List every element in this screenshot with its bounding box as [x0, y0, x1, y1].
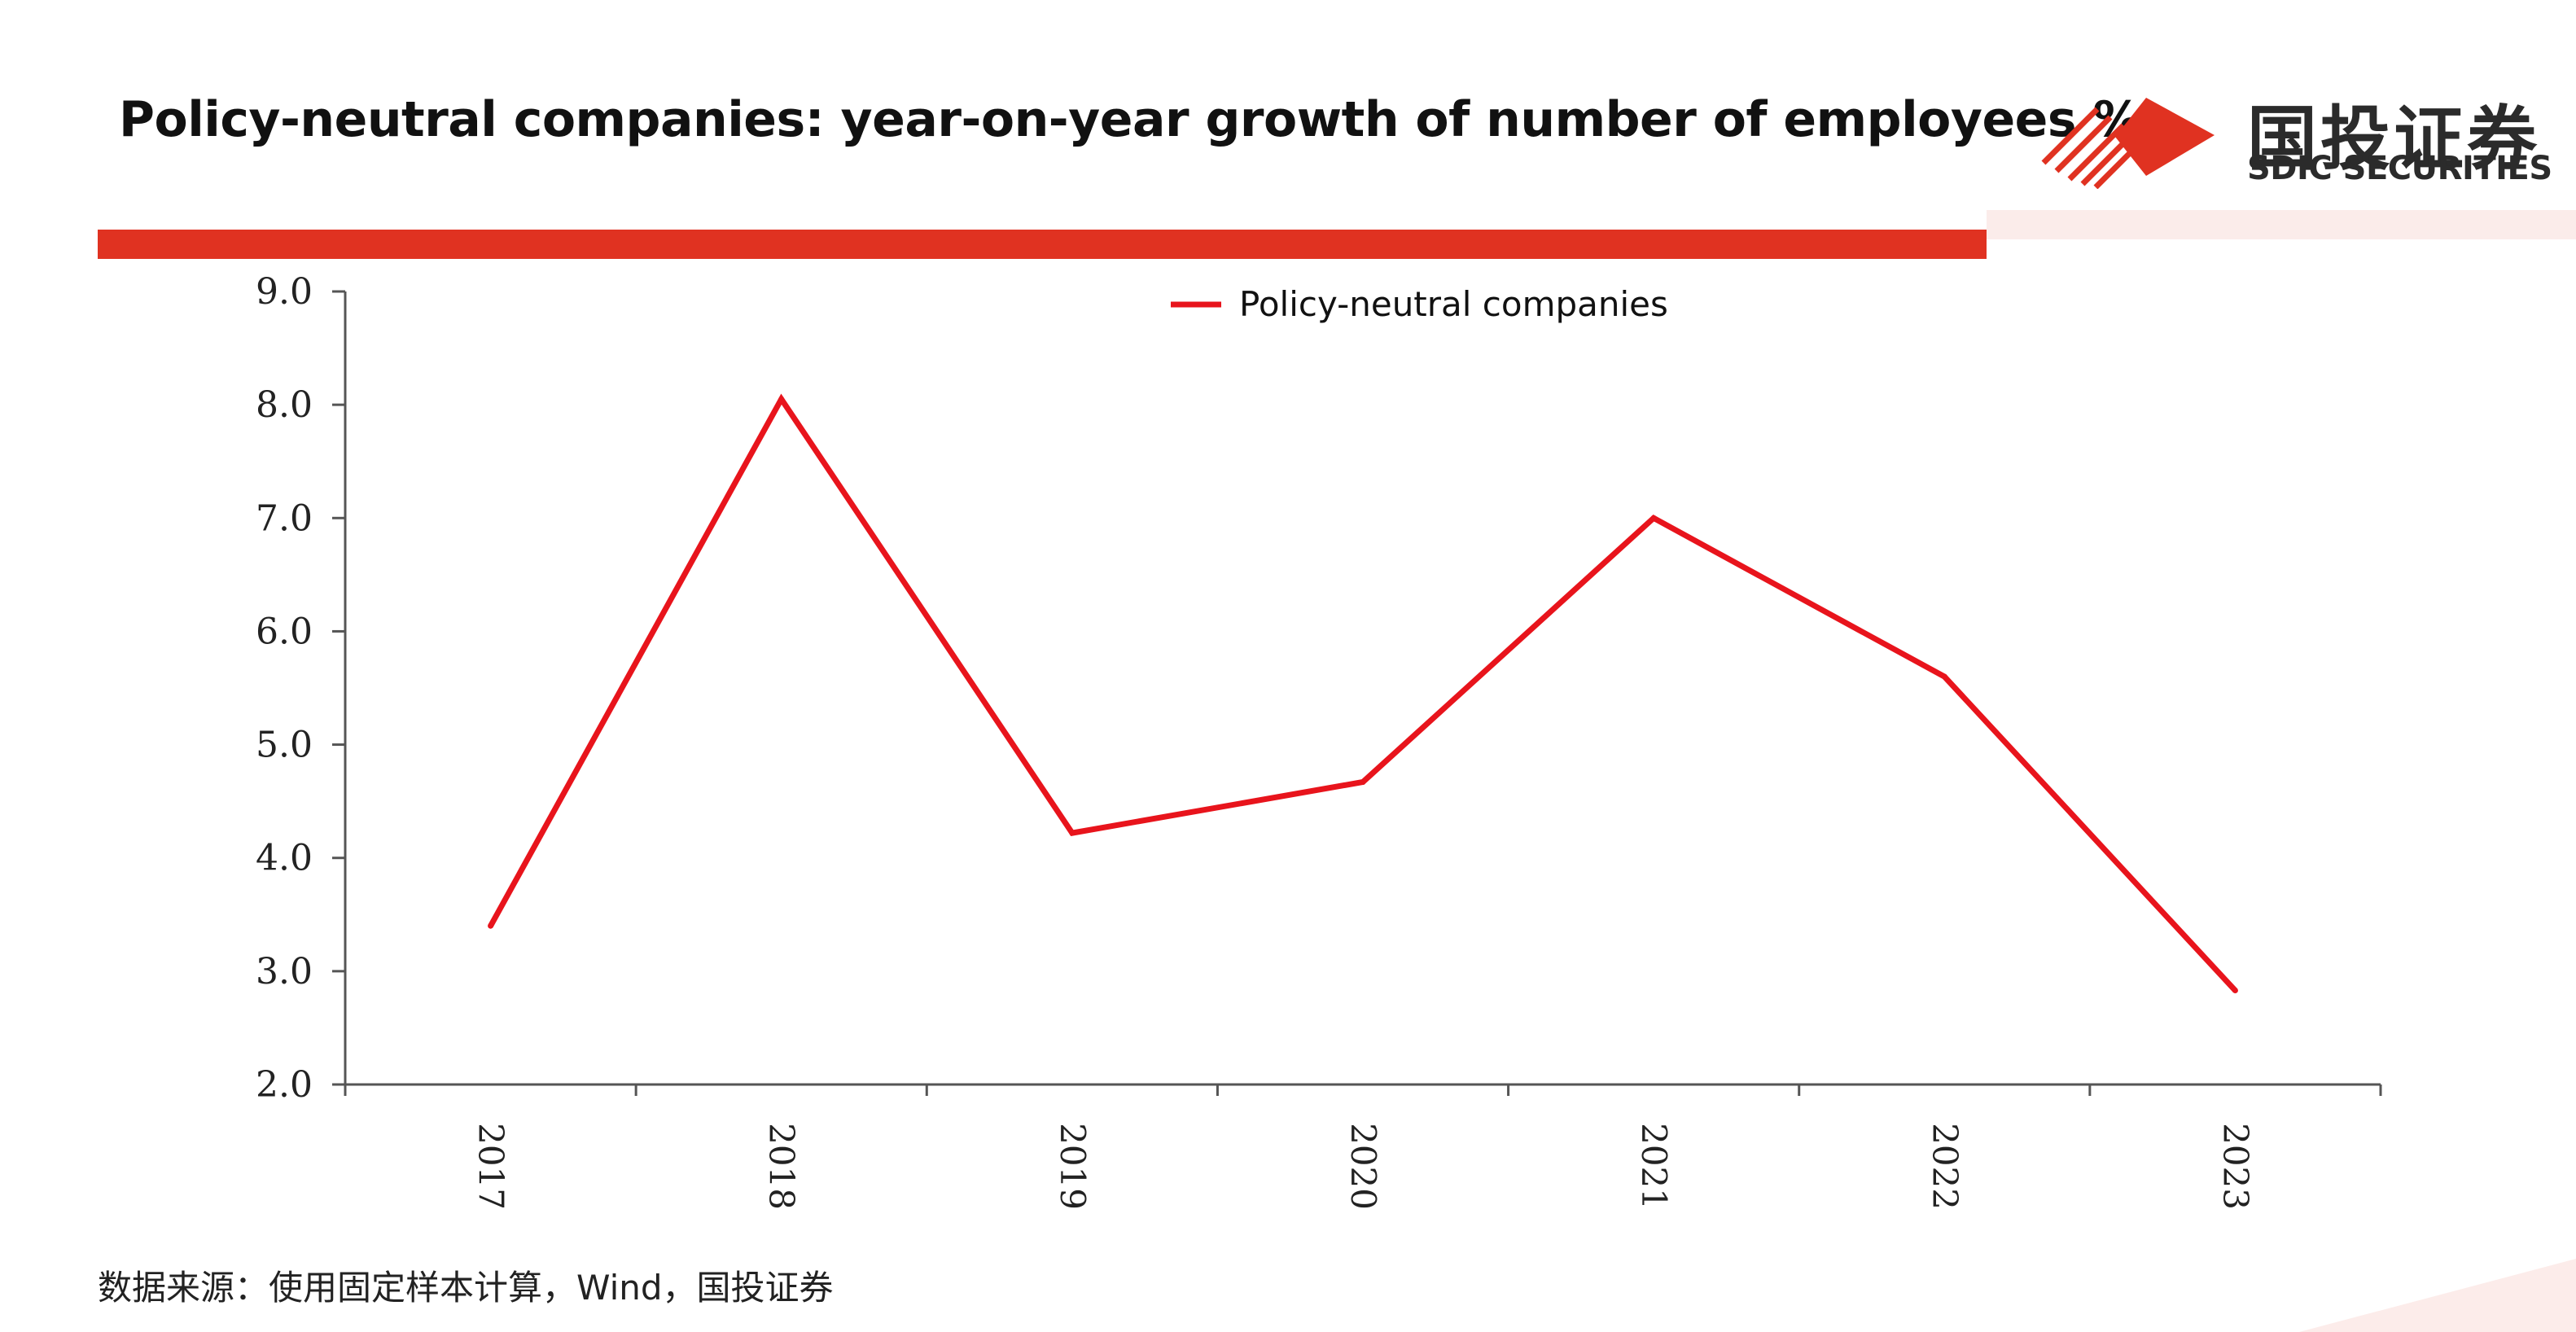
data-point	[2232, 988, 2238, 994]
corner-decoration	[2299, 1259, 2576, 1332]
y-tick-label: 9.0	[256, 271, 313, 313]
x-tick-label: 2023	[2215, 1123, 2255, 1210]
series-line-policy-neutral	[488, 393, 2237, 992]
y-tick-label: 4.0	[256, 838, 313, 879]
y-tick-label: 5.0	[256, 725, 313, 766]
logo-mark-icon	[2041, 98, 2215, 189]
data-point	[778, 396, 785, 402]
y-tick-label: 6.0	[256, 611, 313, 652]
y-tick-label: 7.0	[256, 497, 313, 539]
y-tick-label: 3.0	[256, 951, 313, 992]
line-chart: 2.0 3.0 4.0 5.0 6.0 7.0 8.0 9.0 2017 2018 2019 202…	[256, 271, 2382, 1210]
y-tick-label: 2.0	[256, 1064, 313, 1106]
data-point	[488, 922, 494, 929]
data-point	[1069, 830, 1076, 836]
x-tick-label: 2019	[1053, 1123, 1093, 1210]
page-title: Policy-neutral companies: year-on-year g…	[119, 91, 2142, 148]
y-axis: 2.0 3.0 4.0 5.0 6.0 7.0 8.0 9.0	[256, 271, 347, 1106]
x-tick-label: 2021	[1634, 1123, 1674, 1210]
title-divider-bar	[98, 230, 1987, 259]
divider-accent-bar	[1987, 210, 2576, 239]
data-point	[1650, 515, 1657, 521]
series-layer	[488, 393, 2238, 994]
legend: Policy-neutral companies	[1171, 284, 1668, 324]
brand-name-en: SDIC SECURITIES	[2247, 150, 2552, 187]
legend-label: Policy-neutral companies	[1239, 284, 1668, 324]
x-tick-label: 2020	[1343, 1123, 1383, 1210]
x-tick-label: 2022	[1925, 1123, 1965, 1210]
data-point	[1941, 673, 1947, 680]
y-tick-label: 8.0	[256, 384, 313, 426]
data-source-note: 数据来源：使用固定样本计算，Wind，国投证券	[98, 1268, 834, 1308]
x-tick-label: 2017	[471, 1123, 511, 1210]
x-tick-label: 2018	[762, 1123, 802, 1210]
brand-name-cn: 国投证券	[2247, 99, 2540, 180]
brand-logo: 国投证券 SDIC SECURITIES	[2040, 86, 2552, 189]
x-axis: 2017 2018 2019 2020 2021 2022 2023	[344, 1083, 2382, 1210]
data-point	[1360, 778, 1366, 785]
